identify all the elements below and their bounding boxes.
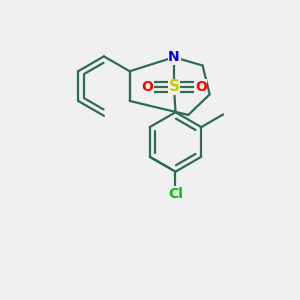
Text: N: N: [168, 50, 180, 64]
Text: S: S: [169, 80, 179, 94]
Text: O: O: [141, 80, 153, 94]
Text: O: O: [195, 80, 207, 94]
Text: Cl: Cl: [168, 187, 183, 201]
